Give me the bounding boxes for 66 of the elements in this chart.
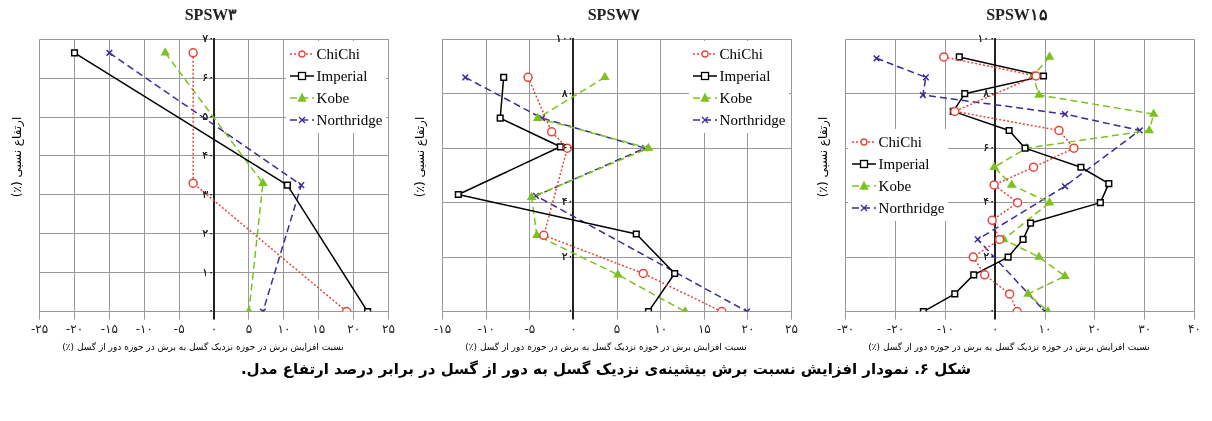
x-tick-label: ۱۰ (277, 321, 291, 336)
x-tick-label: ۲۵ (785, 321, 798, 336)
x-tick-label: ۵ (245, 321, 253, 336)
x-tick-label: -۲۰ (886, 321, 905, 336)
y-tick-label: ۱۰ (202, 265, 215, 279)
legend-label: Kobe (316, 89, 350, 109)
x-tick-label: -۱۰ (477, 321, 495, 336)
x-tick-label: ۳۰ (1138, 321, 1152, 336)
x-tick-label: ۲۰ (1088, 321, 1102, 336)
legend-label: Kobe (878, 177, 912, 197)
text: شکل ۶. نمودار افزایش نسبت برش بیشینه‌ی نزدیک گسل به دور از گسل در برابر درصد ارتفاع مدل. (239, 360, 973, 378)
x-tick-label: -۱۰ (135, 321, 153, 336)
legend-label: Northridge (719, 111, 786, 131)
chart-title: SPSW۷ (587, 5, 641, 23)
legend-label: Imperial (878, 155, 930, 175)
y-tick-label: ۱۰۰ (555, 32, 574, 46)
x-tick-label: -۱۵ (100, 321, 119, 336)
legend-label: ChiChi (719, 45, 763, 65)
y-axis-title: ارتفاع نسبی (٪) (413, 115, 427, 200)
y-axis-title: ارتفاع نسبی (٪) (10, 115, 24, 200)
x-axis-title: نسبت افزایش برش در حوزه نزدیک گسل به برش در حوزه دور از گسل (٪) (464, 342, 748, 352)
x-tick-label: -۱۵ (433, 321, 452, 336)
y-tick-label: ۴۰ (561, 195, 574, 209)
y-tick-label: ۶۰ (202, 70, 215, 84)
x-tick-label: -۳۰ (836, 321, 855, 336)
y-tick-label: ۲۰ (983, 249, 996, 263)
x-tick-label: ۱۵ (312, 321, 326, 336)
x-tick-label: ۵ (613, 321, 621, 336)
y-tick-label: ۲۰ (202, 226, 215, 240)
x-tick-label: ۴۰ (1188, 321, 1201, 336)
legend-label: Imperial (316, 67, 368, 87)
y-tick-label: ۰ (989, 304, 996, 318)
legend-label: ChiChi (878, 133, 922, 153)
x-tick-label: ۲۰ (347, 321, 361, 336)
y-tick-label: ۳۰ (202, 187, 215, 201)
x-tick-label: -۲۵ (30, 321, 49, 336)
y-tick-label: ۶۰ (983, 141, 996, 155)
y-tick-label: ۸۰ (561, 86, 574, 100)
x-tick-label: ۲۵ (382, 321, 395, 336)
legend-label: Imperial (719, 67, 771, 87)
legend-label: Northridge (878, 199, 945, 219)
legend-label: ChiChi (316, 45, 360, 65)
x-axis-title: نسبت افزایش برش در حوزه نزدیک گسل به برش در حوزه دور از گسل (٪) (867, 342, 1151, 352)
legend-label: Kobe (719, 89, 753, 109)
y-tick-label: ۷۰ (202, 32, 215, 46)
x-tick-label: ۱۰ (1038, 321, 1052, 336)
y-axis-title: ارتفاع نسبی (٪) (816, 115, 830, 200)
y-tick-label: ۰ (567, 304, 574, 318)
x-axis-title: نسبت افزایش برش در حوزه نزدیک گسل به برش در حوزه دور از گسل (٪) (61, 342, 345, 352)
x-tick-label: -۲۰ (65, 321, 84, 336)
x-tick-label: ۱۵ (697, 321, 711, 336)
x-tick-label: -۵ (524, 321, 536, 336)
x-tick-label: -۵ (173, 321, 185, 336)
legend-label: Northridge (316, 111, 383, 131)
chart-title: SPSW۱۵ (986, 5, 1048, 23)
y-tick-label: ۴۰ (983, 195, 996, 209)
y-tick-label: ۸۰ (983, 86, 996, 100)
y-tick-label: ۴۰ (202, 148, 215, 162)
y-tick-label: ۵۰ (202, 109, 215, 123)
chart-title: SPSW۳ (184, 5, 238, 23)
x-tick-label: ۱۰ (654, 321, 668, 336)
y-tick-label: ۰ (208, 304, 215, 318)
x-tick-label: -۱۰ (936, 321, 954, 336)
y-tick-label: ۱۰۰ (977, 32, 996, 46)
x-tick-label: ۲۰ (741, 321, 755, 336)
y-tick-label: ۲۰ (561, 249, 574, 263)
